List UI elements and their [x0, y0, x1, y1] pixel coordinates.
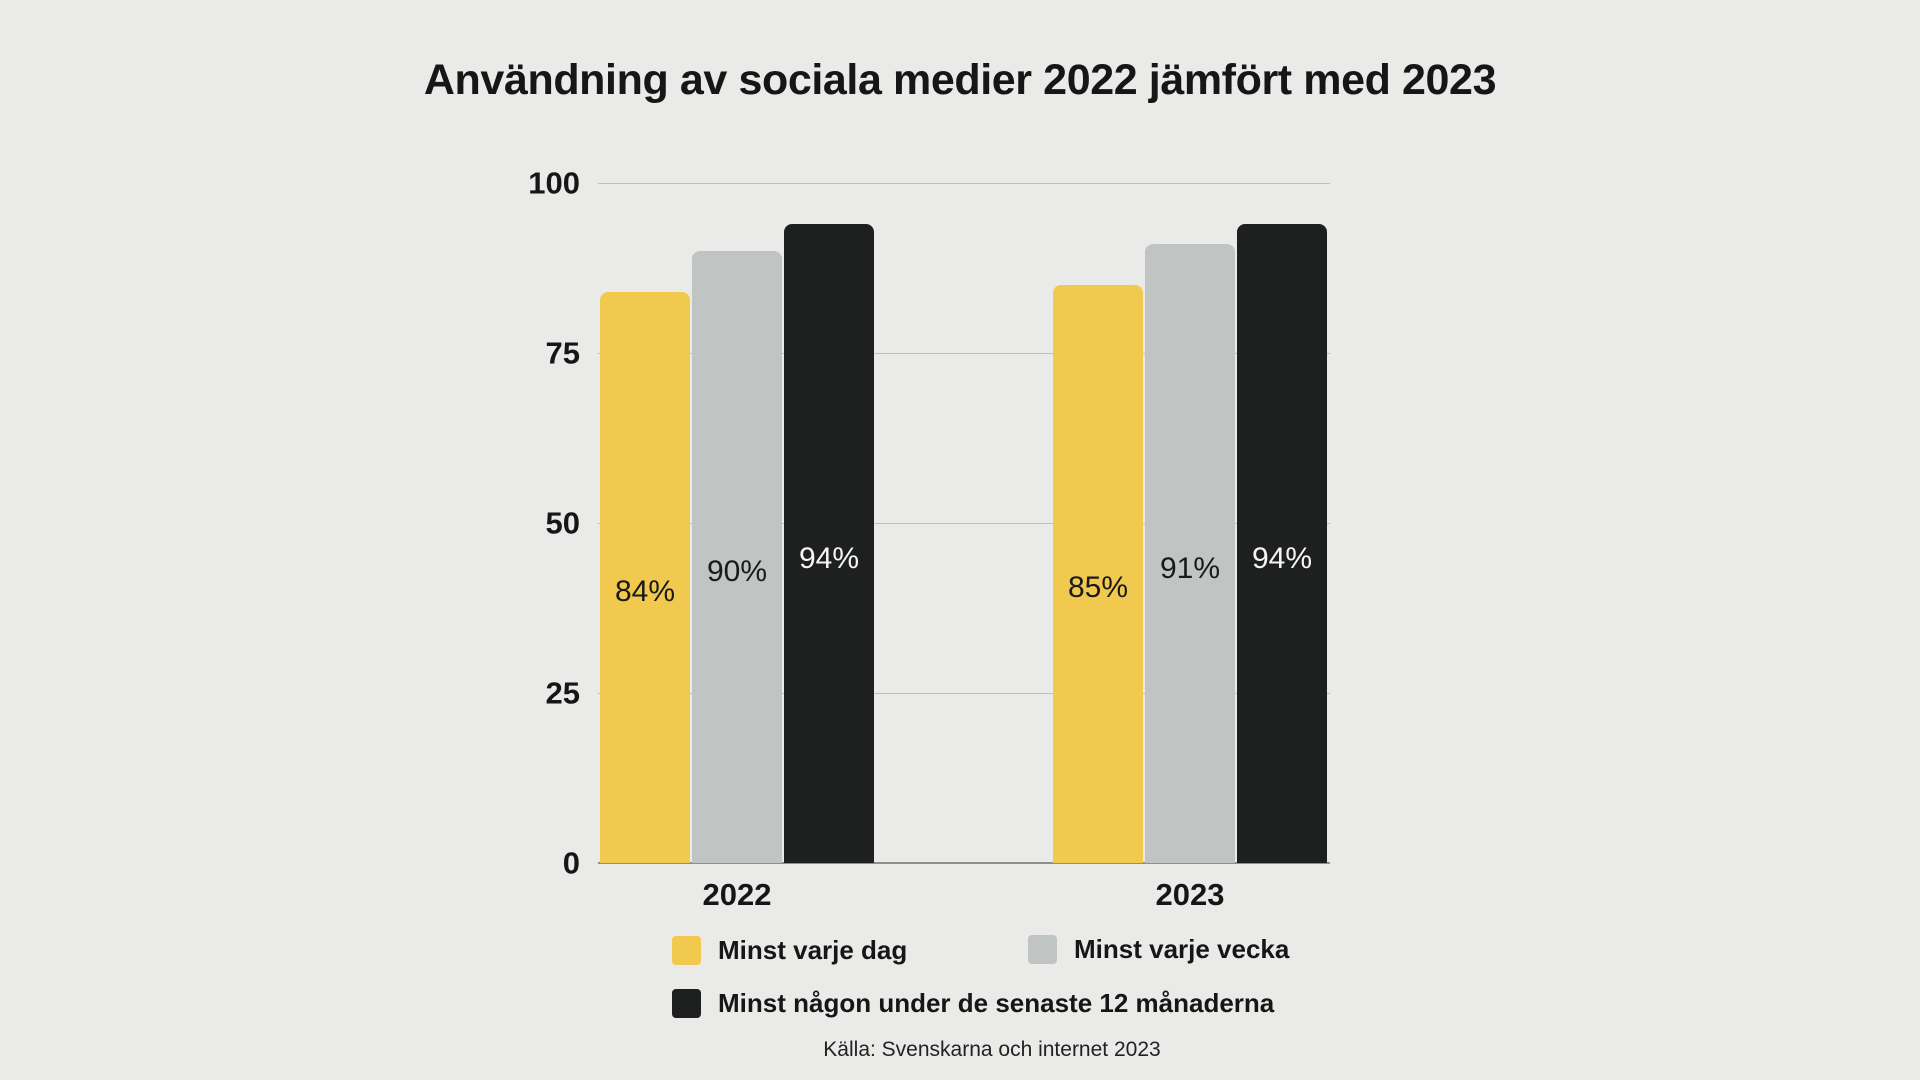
y-tick-label-100: 100 [528, 165, 580, 201]
legend-swatch-gray-icon [1028, 935, 1057, 964]
legend-item-minst-varje-vecka: Minst varje vecka [1028, 935, 1289, 964]
bar-value-label: 90% [706, 555, 768, 589]
x-axis: 2022 2023 [598, 863, 1330, 923]
x-axis-line [598, 862, 1330, 864]
y-tick-label-0: 0 [562, 845, 580, 881]
y-tick-label-25: 25 [545, 675, 580, 711]
legend-label: Minst någon under de senaste 12 månadern… [718, 988, 1275, 1019]
plot-area: 84% 90% 94% 85% 91% 94% [598, 183, 1330, 864]
source-caption: Källa: Svenskarna och internet 2023 [823, 1038, 1161, 1061]
legend-label: Minst varje dag [718, 935, 908, 966]
legend-swatch-yellow-icon [672, 936, 701, 965]
gridline-75 [598, 353, 1330, 354]
legend-swatch-black-icon [672, 989, 701, 1018]
legend-item-minst-nagon-12-manaderna: Minst någon under de senaste 12 månadern… [672, 989, 1274, 1018]
bar-value-label: 94% [798, 542, 860, 576]
gridline-50 [598, 523, 1330, 524]
bar-value-label: 84% [614, 574, 676, 608]
y-tick-label-50: 50 [545, 505, 580, 541]
bar-2022-series-1: 90% [692, 251, 782, 863]
bar-2023-series-1: 91% [1145, 244, 1235, 863]
gridline-25 [598, 693, 1330, 694]
bar-2023-series-2: 94% [1237, 223, 1327, 863]
y-tick-label-75: 75 [545, 335, 580, 371]
bar-value-label: 91% [1159, 552, 1221, 586]
bar-2022-series-0: 84% [600, 291, 690, 863]
chart-title: Användning av sociala medier 2022 jämför… [423, 56, 1497, 104]
bar-2023-series-0: 85% [1053, 285, 1143, 863]
gridline-100 [598, 183, 1330, 184]
legend-item-minst-varje-dag: Minst varje dag [672, 936, 907, 965]
legend-label: Minst varje vecka [1074, 934, 1290, 965]
bar-2022-series-2: 94% [784, 223, 874, 863]
y-axis: 0 25 50 75 100 [400, 168, 580, 879]
bar-value-label: 85% [1067, 571, 1129, 605]
x-axis-label-2023: 2023 [1155, 877, 1225, 912]
x-axis-label-2022: 2022 [702, 877, 772, 912]
bar-value-label: 94% [1251, 542, 1313, 576]
